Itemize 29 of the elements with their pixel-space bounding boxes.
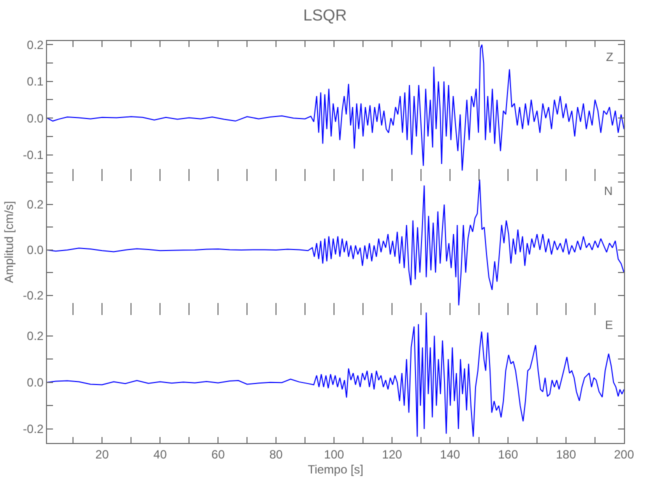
y-tick-label: 0.0	[26, 243, 44, 258]
y-tick-label: 0.0	[26, 111, 44, 126]
y-tick-label: 0.2	[26, 198, 44, 212]
x-axis-title: Tiempo [s]	[308, 462, 364, 476]
x-tick-label: 160	[498, 447, 518, 462]
x-tick-label: 40	[153, 447, 168, 462]
annotation: E	[605, 318, 614, 332]
x-tick-label: 140	[440, 447, 460, 462]
y-tick-label: -0.1	[22, 148, 44, 162]
y-tick-label: 0.1	[26, 74, 44, 89]
y-tick-label: -0.2	[22, 422, 44, 436]
annotation: N	[604, 184, 613, 198]
y-axis-title: Amplitud [cm/s]	[2, 200, 16, 284]
x-tick-label: 200	[614, 447, 634, 462]
x-tick-label: 100	[324, 447, 344, 462]
line-series	[47, 179, 624, 306]
chart-title: LSQR	[303, 8, 347, 25]
x-tick-label: 120	[382, 447, 402, 462]
line-series	[47, 44, 624, 172]
annotation: Z	[606, 50, 614, 64]
x-tick-label: 180	[556, 447, 576, 462]
line-series	[47, 312, 624, 438]
y-tick-label: 0.2	[26, 38, 44, 52]
y-tick-label: 0.0	[26, 376, 44, 390]
x-tick-label: 20	[95, 447, 110, 462]
y-tick-label: 0.2	[26, 329, 44, 343]
x-tick-label: 80	[269, 447, 284, 462]
x-tick-label: 60	[211, 447, 226, 462]
y-tick-label: -0.2	[22, 288, 44, 303]
